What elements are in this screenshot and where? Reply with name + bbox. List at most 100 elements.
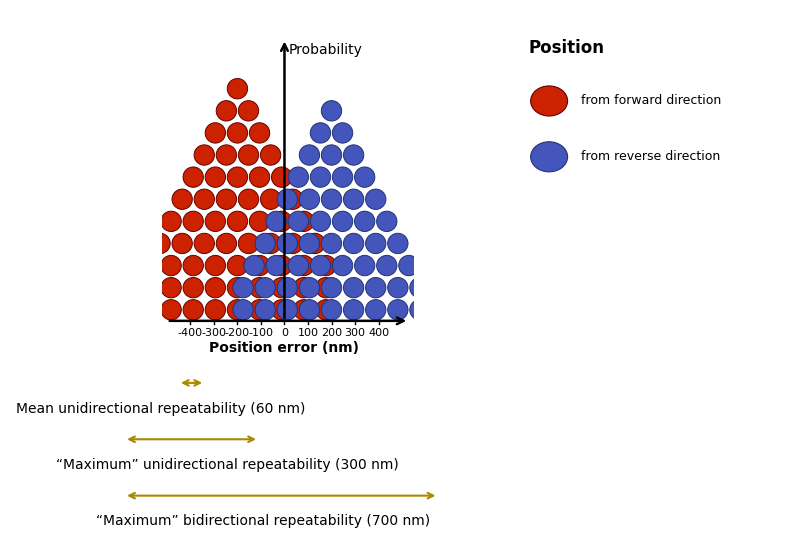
Circle shape <box>255 300 275 320</box>
Circle shape <box>227 256 248 275</box>
Circle shape <box>366 278 386 298</box>
Text: -300: -300 <box>202 328 226 338</box>
Circle shape <box>233 278 254 298</box>
Circle shape <box>366 189 386 209</box>
Circle shape <box>250 278 270 298</box>
Circle shape <box>530 86 568 116</box>
Circle shape <box>139 278 159 298</box>
Circle shape <box>354 211 375 231</box>
Circle shape <box>322 145 342 165</box>
Text: Position: Position <box>528 39 604 57</box>
Circle shape <box>343 278 364 298</box>
Circle shape <box>250 123 270 143</box>
Circle shape <box>322 189 342 209</box>
Circle shape <box>343 145 364 165</box>
Circle shape <box>205 123 226 143</box>
Circle shape <box>238 100 258 121</box>
Circle shape <box>227 211 248 231</box>
Text: -100: -100 <box>249 328 274 338</box>
Circle shape <box>261 145 281 165</box>
Circle shape <box>294 211 314 231</box>
Circle shape <box>238 189 258 209</box>
Circle shape <box>261 233 281 253</box>
Circle shape <box>377 211 397 231</box>
Circle shape <box>194 189 214 209</box>
Circle shape <box>310 211 330 231</box>
Circle shape <box>310 167 330 187</box>
Text: “Maximum” bidirectional repeatability (700 nm): “Maximum” bidirectional repeatability (7… <box>96 514 430 528</box>
Circle shape <box>322 300 342 320</box>
Circle shape <box>299 233 319 253</box>
Text: 200: 200 <box>321 328 342 338</box>
Circle shape <box>277 278 298 298</box>
Circle shape <box>227 78 248 99</box>
Circle shape <box>299 145 319 165</box>
Circle shape <box>250 211 270 231</box>
Circle shape <box>388 233 408 253</box>
Circle shape <box>277 189 298 209</box>
Circle shape <box>139 256 159 275</box>
Circle shape <box>227 167 248 187</box>
Circle shape <box>183 167 203 187</box>
Text: 100: 100 <box>298 328 318 338</box>
Circle shape <box>216 100 237 121</box>
Text: Probability: Probability <box>289 43 362 57</box>
Text: 400: 400 <box>368 328 389 338</box>
Circle shape <box>277 233 298 253</box>
Circle shape <box>282 189 303 209</box>
Circle shape <box>288 256 309 275</box>
Circle shape <box>161 300 182 320</box>
Circle shape <box>216 145 237 165</box>
Circle shape <box>366 233 386 253</box>
Circle shape <box>205 278 226 298</box>
Circle shape <box>161 278 182 298</box>
Circle shape <box>238 145 258 165</box>
Circle shape <box>310 256 330 275</box>
Circle shape <box>366 300 386 320</box>
Circle shape <box>410 300 430 320</box>
Circle shape <box>332 211 353 231</box>
Text: 300: 300 <box>345 328 366 338</box>
Text: Position error (nm): Position error (nm) <box>210 341 359 355</box>
Circle shape <box>227 278 248 298</box>
Circle shape <box>410 278 430 298</box>
Circle shape <box>172 233 192 253</box>
Circle shape <box>183 300 203 320</box>
Circle shape <box>271 211 292 231</box>
Circle shape <box>294 300 314 320</box>
Circle shape <box>172 189 192 209</box>
Circle shape <box>316 256 336 275</box>
Circle shape <box>250 300 270 320</box>
Text: from forward direction: from forward direction <box>581 95 721 107</box>
Circle shape <box>299 300 319 320</box>
Circle shape <box>194 145 214 165</box>
Circle shape <box>227 123 248 143</box>
Circle shape <box>205 300 226 320</box>
Circle shape <box>233 300 254 320</box>
Circle shape <box>271 300 292 320</box>
Circle shape <box>250 256 270 275</box>
Circle shape <box>244 256 264 275</box>
Circle shape <box>343 233 364 253</box>
Text: “Maximum” unidirectional repeatability (300 nm): “Maximum” unidirectional repeatability (… <box>56 458 398 472</box>
Text: -200: -200 <box>225 328 250 338</box>
Text: -400: -400 <box>178 328 203 338</box>
Circle shape <box>343 189 364 209</box>
Circle shape <box>183 211 203 231</box>
Circle shape <box>205 167 226 187</box>
Circle shape <box>299 189 319 209</box>
Circle shape <box>205 211 226 231</box>
Circle shape <box>398 256 419 275</box>
Circle shape <box>332 167 353 187</box>
Circle shape <box>266 256 286 275</box>
Circle shape <box>183 256 203 275</box>
Circle shape <box>271 167 292 187</box>
Circle shape <box>261 189 281 209</box>
Circle shape <box>255 278 275 298</box>
Circle shape <box>294 278 314 298</box>
Circle shape <box>299 278 319 298</box>
Circle shape <box>271 278 292 298</box>
Circle shape <box>282 233 303 253</box>
Circle shape <box>310 123 330 143</box>
Circle shape <box>322 278 342 298</box>
